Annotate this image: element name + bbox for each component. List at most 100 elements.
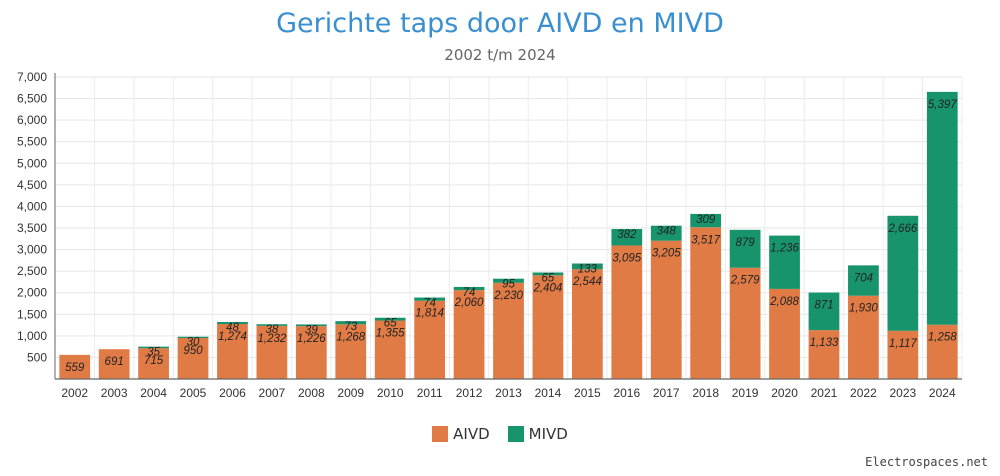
x-tick-label: 2013 — [495, 386, 522, 400]
bar-mivd-2018 — [690, 213, 722, 228]
legend-label-mivd: MIVD — [528, 425, 568, 443]
data-label-aivd-2003: 691 — [105, 356, 124, 368]
data-label-aivd-2015: 2,544 — [572, 276, 602, 288]
data-label-aivd-2010: 1,355 — [376, 328, 405, 340]
x-tick-label: 2011 — [417, 386, 443, 400]
x-tick-label: 2003 — [101, 386, 128, 400]
x-tick-label: 2022 — [850, 386, 877, 400]
y-tick-label: 6,000 — [17, 113, 47, 127]
data-label-aivd-2006: 1,274 — [218, 331, 247, 343]
bar-aivd-2014 — [532, 275, 564, 379]
y-tick-label: 2,500 — [17, 264, 47, 278]
bar-mivd-2023 — [887, 215, 919, 331]
y-tick-label: 4,000 — [17, 199, 47, 213]
data-labels: 559 6913571530950481,274381,232391,226731… — [65, 99, 957, 374]
data-label-aivd-2002: 559 — [65, 362, 85, 374]
x-tick-label: 2021 — [811, 386, 838, 400]
x-tick-label: 2019 — [732, 386, 759, 400]
bar-mivd-2005 — [177, 336, 209, 339]
bar-aivd-2009 — [335, 324, 367, 379]
bar-mivd-2004 — [138, 346, 169, 349]
x-tick-label: 2008 — [298, 386, 325, 400]
data-label-aivd-2021: 1,133 — [810, 337, 839, 349]
bar-aivd-2006 — [217, 324, 248, 379]
data-label-mivd-2005: 30 — [187, 337, 200, 349]
bar-aivd-2013 — [493, 282, 524, 379]
y-tick-label: 5,000 — [17, 156, 47, 170]
legend-item-mivd[interactable]: MIVD — [507, 425, 568, 443]
bar-aivd-2017 — [650, 240, 682, 379]
x-tick-label: 2023 — [889, 386, 916, 400]
bar-mivd-2017 — [650, 225, 682, 241]
bar-mivd-2019 — [729, 229, 761, 268]
y-tick-label: 3,500 — [17, 221, 47, 235]
data-label-aivd-2019: 2,579 — [730, 275, 760, 287]
bar-mivd-2007 — [256, 324, 288, 326]
x-tick-label: 2024 — [929, 386, 956, 400]
bar-aivd-2020 — [769, 288, 800, 379]
data-label-mivd-2009: 73 — [344, 321, 357, 333]
bar-aivd-2005 — [177, 338, 209, 379]
x-tick-label: 2016 — [613, 386, 640, 400]
data-label-aivd-2016: 3,095 — [612, 252, 641, 264]
data-label-mivd-2007: 38 — [265, 324, 278, 336]
data-label-mivd-2024: 5,397 — [928, 99, 957, 111]
y-tick-label: 6,500 — [17, 92, 47, 106]
y-tick-label: 2,000 — [17, 286, 47, 300]
data-label-aivd-2012: 2,060 — [454, 297, 484, 309]
bar-mivd-2010 — [374, 317, 406, 321]
bar-aivd-2015 — [571, 269, 603, 379]
data-label-aivd-2013: 2,230 — [493, 290, 523, 302]
x-tick-label: 2015 — [574, 386, 601, 400]
legend: AIVD MIVD — [0, 425, 1000, 443]
data-label-mivd-2018: 309 — [696, 214, 716, 226]
x-tick-label: 2005 — [180, 386, 207, 400]
data-label-aivd-2007: 1,232 — [258, 333, 287, 345]
legend-label-aivd: AIVD — [453, 425, 490, 443]
bar-mivd-2009 — [335, 321, 367, 325]
x-tick-label: 2018 — [692, 386, 719, 400]
data-label-mivd-2017: 348 — [657, 226, 677, 238]
x-tick-label: 2006 — [219, 386, 246, 400]
data-label-mivd-2008: 39 — [305, 324, 318, 336]
y-tick-label: 3,000 — [17, 243, 47, 257]
data-label-aivd-2018: 3,517 — [691, 234, 720, 246]
bar-mivd-2006 — [217, 321, 248, 325]
data-label-aivd-2009: 1,268 — [336, 331, 365, 343]
data-label-mivd-2014: 65 — [542, 272, 555, 284]
x-tick-label: 2009 — [337, 386, 364, 400]
bar-mivd-2013 — [493, 278, 524, 283]
bar-aivd-2019 — [729, 267, 761, 379]
data-label-aivd-2022: 1,930 — [849, 303, 878, 315]
data-label-mivd-2020: 1,236 — [770, 243, 799, 255]
data-label-aivd-2024: 1,258 — [928, 332, 957, 344]
bar-aivd-2023 — [887, 330, 919, 379]
bar-mivd-2012 — [453, 286, 485, 291]
bar-mivd-2021 — [808, 292, 840, 331]
bar-mivd-2016 — [611, 228, 643, 246]
data-label-aivd-2004: 715 — [144, 355, 164, 367]
bar-mivd-2022 — [848, 265, 879, 296]
data-label-aivd-2014: 2,404 — [533, 282, 563, 294]
data-label-aivd-2008: 1,226 — [297, 333, 326, 345]
chart-subtitle: 2002 t/m 2024 — [444, 46, 556, 64]
bar-aivd-2022 — [848, 295, 879, 379]
x-tick-label: 2014 — [535, 386, 562, 400]
data-label-aivd-2020: 2,088 — [769, 296, 799, 308]
bar-mivd-2008 — [295, 324, 327, 327]
bar-mivd-2024 — [926, 91, 958, 325]
data-label-mivd-2013: 95 — [502, 279, 515, 291]
chart-title: Gerichte taps door AIVD en MIVD — [276, 8, 724, 39]
data-label-mivd-2019: 879 — [736, 237, 756, 249]
bar-aivd-2008 — [295, 326, 327, 379]
data-label-mivd-2004: 35 — [147, 347, 160, 359]
bar-aivd-2010 — [374, 320, 406, 379]
data-label-aivd-2011: 1,814 — [415, 308, 444, 320]
data-label-aivd-2017: 3,205 — [652, 248, 681, 260]
x-tick-label: 2002 — [61, 386, 88, 400]
legend-item-aivd[interactable]: AIVD — [432, 425, 490, 443]
legend-swatch-mivd — [507, 426, 524, 442]
x-tick-label: 2007 — [259, 386, 286, 400]
data-label-mivd-2022: 704 — [854, 272, 873, 284]
